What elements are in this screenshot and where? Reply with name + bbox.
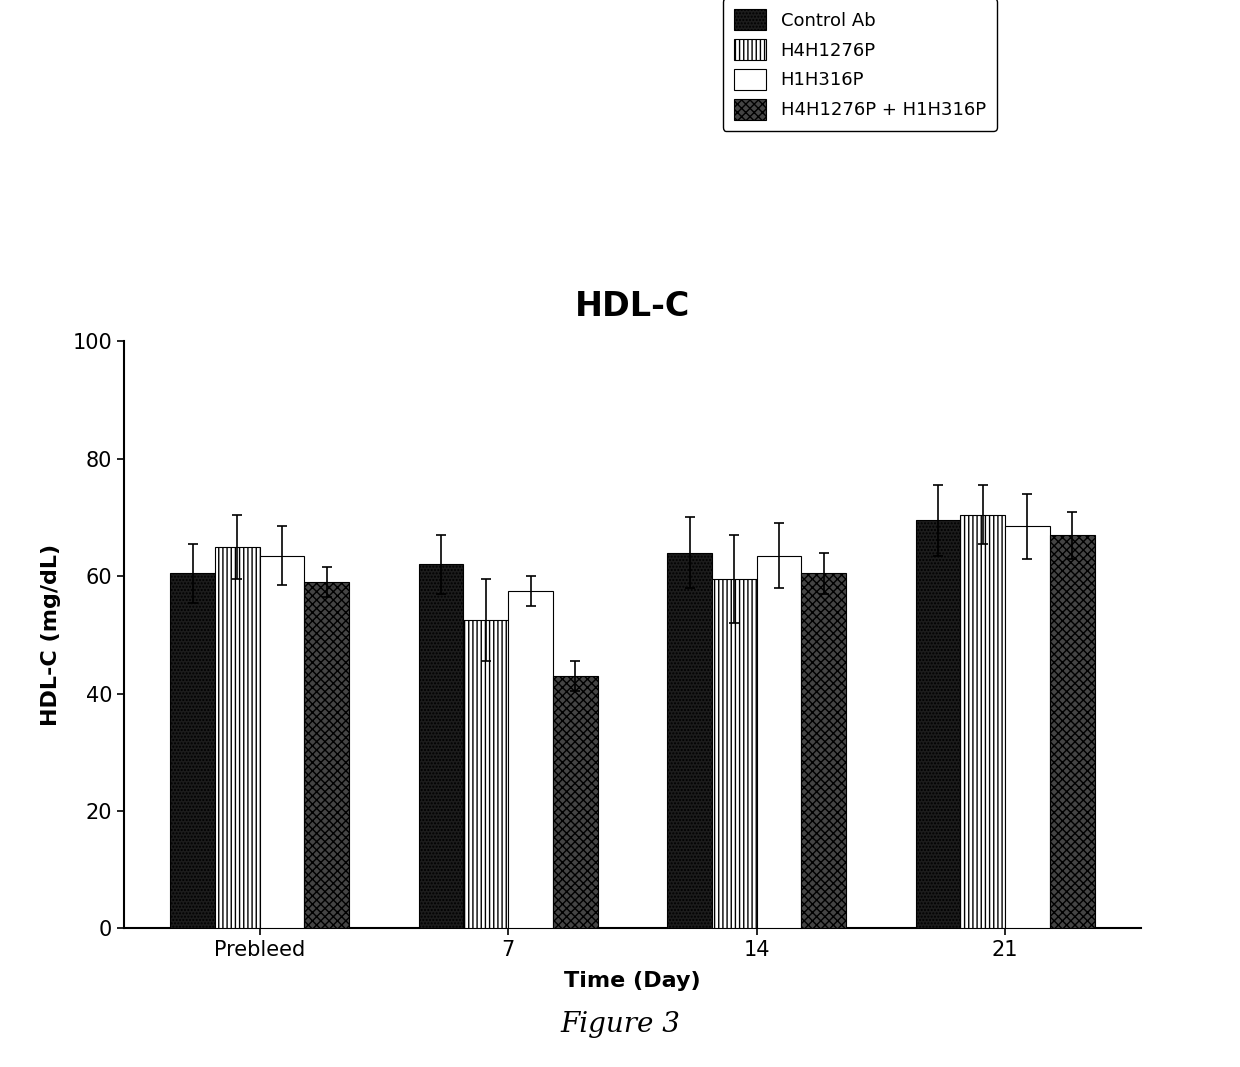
- X-axis label: Time (Day): Time (Day): [564, 971, 701, 991]
- Title: HDL-C: HDL-C: [574, 290, 691, 323]
- Y-axis label: HDL-C (mg/dL): HDL-C (mg/dL): [41, 544, 61, 726]
- Bar: [553, 676, 598, 928]
- Bar: [215, 546, 259, 928]
- Bar: [961, 514, 1006, 928]
- Bar: [259, 556, 304, 928]
- Bar: [712, 579, 756, 928]
- Bar: [667, 553, 712, 928]
- Legend: Control Ab, H4H1276P, H1H316P, H4H1276P + H1H316P: Control Ab, H4H1276P, H1H316P, H4H1276P …: [723, 0, 997, 130]
- Bar: [756, 556, 801, 928]
- Bar: [170, 573, 215, 928]
- Bar: [464, 620, 508, 928]
- Bar: [1006, 526, 1050, 928]
- Bar: [304, 583, 350, 928]
- Bar: [508, 591, 553, 928]
- Bar: [801, 573, 846, 928]
- Bar: [915, 521, 961, 928]
- Bar: [419, 564, 464, 928]
- Bar: [1050, 536, 1095, 928]
- Text: Figure 3: Figure 3: [560, 1010, 680, 1038]
